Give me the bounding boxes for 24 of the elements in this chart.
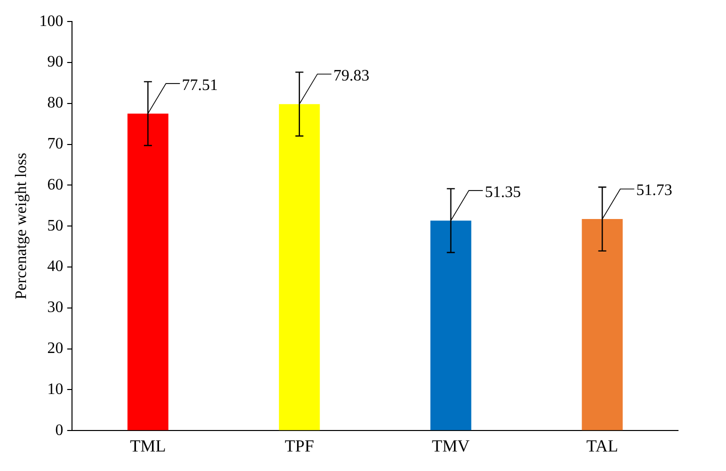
y-tick-label: 50 — [47, 217, 64, 234]
bar — [278, 104, 320, 430]
x-tick-label: TPF — [284, 436, 314, 456]
y-tick-label: 0 — [55, 422, 64, 439]
bar — [430, 220, 472, 430]
y-axis-title: Percenatge weight loss — [12, 152, 30, 300]
y-tick-label: 70 — [47, 136, 64, 153]
data-label: 51.35 — [484, 184, 521, 201]
bar — [127, 114, 168, 430]
y-tick-label: 60 — [47, 176, 64, 194]
data-label: 79.83 — [333, 67, 370, 84]
y-tick-label: 40 — [47, 258, 64, 276]
y-tick-label: 90 — [47, 54, 64, 71]
x-tick-label: TMV — [432, 436, 470, 456]
x-tick-label: TAL — [586, 436, 618, 456]
x-tick-label: TML — [130, 436, 166, 456]
y-tick-label: 20 — [47, 340, 64, 358]
data-label: 77.51 — [182, 76, 218, 94]
y-tick-label: 80 — [47, 94, 64, 112]
y-tick-label: 10 — [47, 380, 64, 398]
data-label: 51.73 — [636, 182, 672, 200]
bar — [582, 219, 623, 430]
y-tick-label: 30 — [47, 299, 64, 316]
y-tick-label: 100 — [39, 12, 64, 30]
